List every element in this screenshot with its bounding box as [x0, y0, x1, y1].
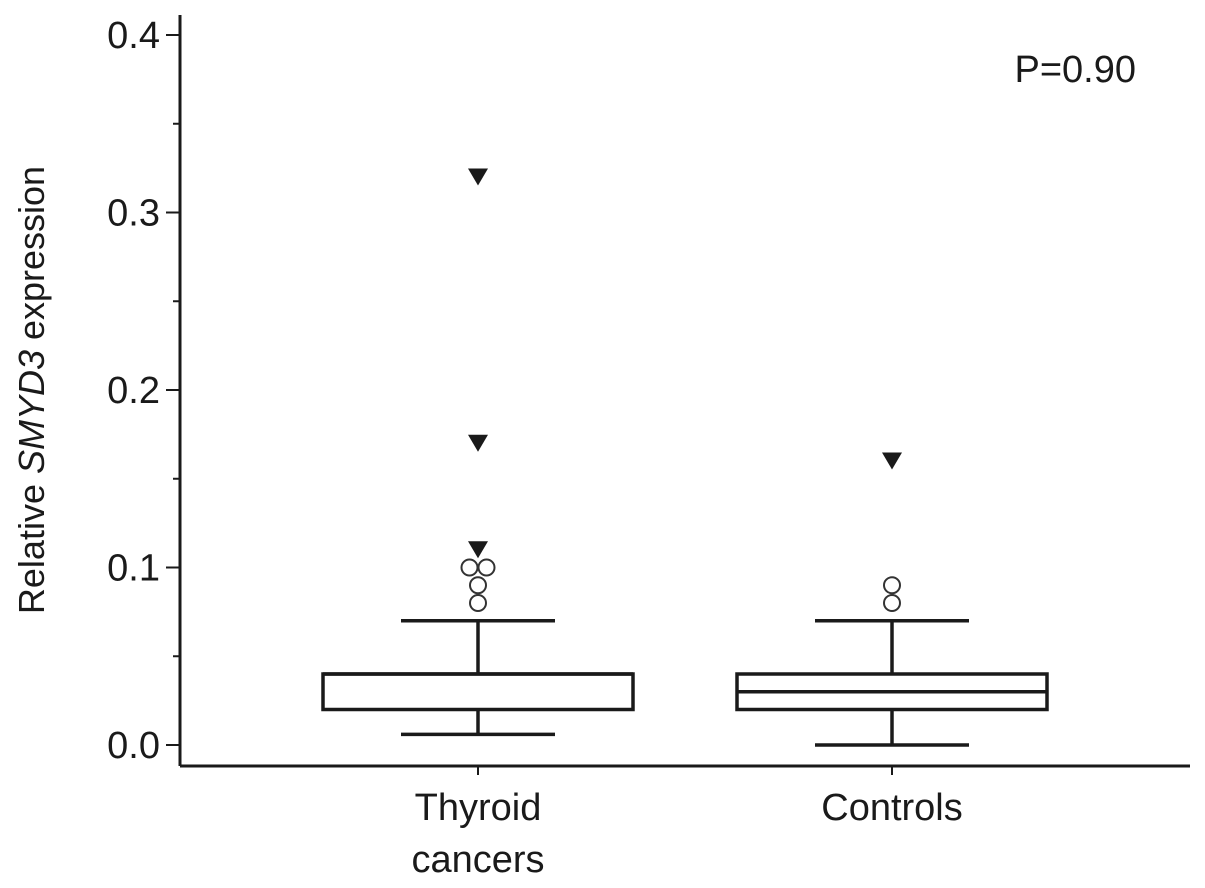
y-tick-label: 0.1 — [107, 548, 160, 590]
y-ticks: 0.0 0.1 0.2 0.3 0.4 — [107, 15, 180, 767]
y-tick-label: 0.0 — [107, 725, 160, 767]
box-group — [321, 168, 635, 775]
outlier-circle — [469, 594, 487, 612]
outlier-circle — [883, 576, 901, 595]
y-tick-label: 0.2 — [107, 370, 160, 412]
boxes — [321, 168, 1049, 775]
category-label: Thyroid — [415, 787, 542, 829]
y-axis-label-gene: SMYD3 — [11, 350, 52, 474]
extreme-outlier-triangle — [468, 541, 488, 559]
category-labels: Thyroid cancers Controls — [411, 787, 962, 881]
axes — [178, 15, 1190, 768]
outlier-circle — [460, 558, 479, 577]
y-tick-label: 0.3 — [107, 193, 160, 235]
extreme-outlier-triangle — [882, 452, 902, 470]
y-axis-label: Relative SMYD3 expression — [11, 166, 52, 614]
category-label: cancers — [411, 839, 544, 881]
category-label: Controls — [821, 787, 963, 829]
y-axis-label-prefix: Relative — [11, 474, 52, 614]
extreme-outlier-triangle — [468, 168, 488, 186]
box-group — [735, 452, 1049, 775]
p-value-annotation: P=0.90 — [1015, 49, 1137, 91]
y-axis-label-suffix: expression — [11, 166, 52, 350]
outlier-circle — [469, 576, 487, 595]
y-tick-label: 0.4 — [107, 15, 160, 57]
extreme-outlier-triangle — [468, 434, 488, 452]
outlier-circle — [477, 558, 496, 577]
outlier-circle — [883, 594, 901, 612]
interquartile-box — [321, 672, 635, 712]
